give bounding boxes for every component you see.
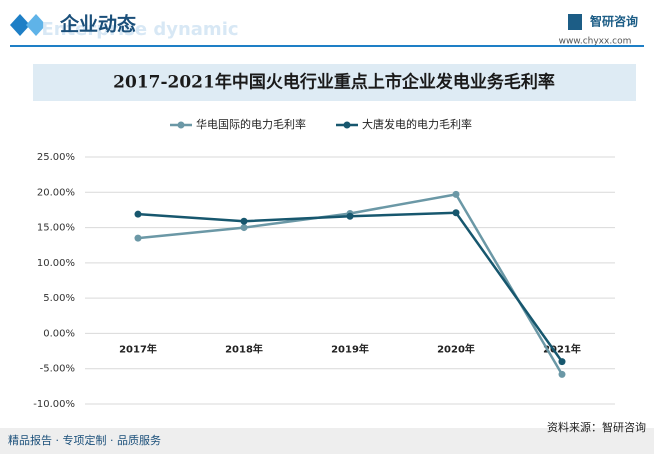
brand-logo [568,14,582,30]
data-point [134,234,142,242]
y-tick-label: 20.00% [37,187,75,198]
data-point [134,210,142,218]
footer-bar [0,428,654,454]
footer-tagline: 精品报告 · 专项定制 · 品质服务 [8,433,161,447]
legend-marker [343,121,351,129]
data-point [452,209,460,217]
x-tick-label: 2017年 [119,342,157,355]
legend-marker [177,121,185,129]
chart-title: 2017-2021年中国火电行业重点上市企业发电业务毛利率 [113,72,555,93]
data-point [346,212,354,220]
y-tick-label: -10.00% [33,399,75,410]
data-point [240,224,248,232]
header-icon [10,14,46,36]
header-subtitle: Enterprise dynamic [41,19,238,40]
data-point [452,190,460,198]
url: www.chyxx.com [559,37,632,47]
x-tick-label: 2019年 [331,342,369,355]
header-title: 企业动态 [59,13,136,36]
data-point [558,358,566,366]
x-tick-label: 2018年 [225,342,263,355]
title-box [33,64,636,101]
data-point [558,370,566,378]
x-tick-label: 2020年 [437,342,475,355]
y-tick-label: -5.00% [40,364,75,375]
y-tick-label: 0.00% [43,328,75,339]
data-point [240,217,248,225]
brand: 智研咨询 [589,14,638,29]
y-tick-label: 15.00% [37,223,75,234]
source: 资料来源：智研咨询 [547,420,646,434]
x-tick-label: 2021年 [543,342,581,355]
y-tick-label: 10.00% [37,258,75,269]
legend-label: 大唐发电的电力毛利率 [362,117,472,131]
y-tick-label: 25.00% [37,152,75,163]
y-tick-label: 5.00% [43,293,75,304]
legend-label: 华电国际的电力毛利率 [196,117,306,131]
